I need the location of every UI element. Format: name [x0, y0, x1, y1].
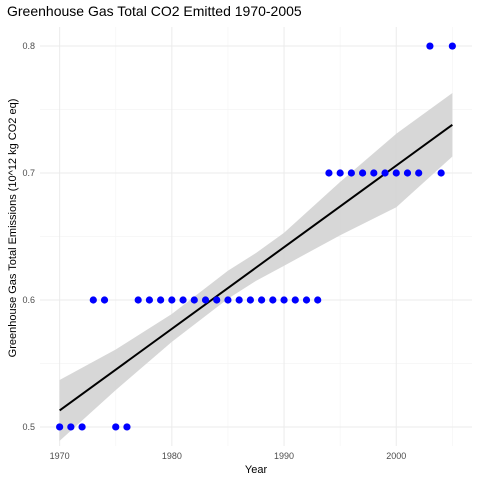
data-point: [448, 42, 456, 50]
regression-line: [59, 123, 453, 412]
data-point: [280, 296, 288, 304]
data-point: [67, 423, 75, 431]
data-point: [415, 169, 423, 177]
x-tick-label: 1980: [162, 451, 182, 461]
x-tick-label: 1970: [50, 451, 70, 461]
data-point: [89, 296, 97, 304]
data-point: [403, 169, 412, 177]
y-tick-label: 0.5: [22, 422, 35, 432]
y-tick-label: 0.8: [22, 41, 35, 51]
data-point: [358, 169, 367, 177]
data-points: [56, 42, 456, 431]
data-point: [258, 296, 266, 304]
x-axis-title: Year: [245, 464, 268, 476]
data-point: [56, 423, 64, 431]
data-point: [325, 169, 333, 177]
data-point: [291, 296, 299, 304]
data-point: [134, 296, 142, 304]
data-point: [145, 296, 154, 304]
data-point: [213, 296, 221, 304]
x-tick-label: 1990: [274, 451, 294, 461]
data-point: [302, 296, 311, 304]
data-point: [437, 169, 445, 177]
data-point: [157, 296, 165, 304]
data-point: [168, 296, 176, 304]
data-point: [392, 169, 400, 177]
data-point: [370, 169, 378, 177]
y-tick-label: 0.6: [22, 295, 35, 305]
data-point: [269, 296, 277, 304]
x-axis-ticks: 1970 1980 1990 2000: [50, 451, 407, 461]
x-tick-label: 2000: [386, 451, 406, 461]
data-point: [246, 296, 254, 304]
data-point: [381, 169, 389, 177]
data-point: [100, 296, 109, 304]
data-point: [235, 296, 243, 304]
data-point: [190, 296, 198, 304]
data-point: [347, 169, 355, 177]
data-point: [179, 296, 187, 304]
data-point: [336, 169, 344, 177]
chart-title: Greenhouse Gas Total CO2 Emitted 1970-20…: [7, 3, 302, 19]
y-axis-ticks: 0.5 0.6 0.7 0.8: [22, 41, 35, 432]
trend-line: [59, 123, 453, 412]
data-point: [314, 296, 322, 304]
data-point: [201, 296, 210, 304]
data-point: [112, 423, 120, 431]
data-point: [426, 42, 434, 50]
data-point: [78, 423, 86, 431]
data-point: [224, 296, 232, 304]
y-tick-label: 0.7: [22, 168, 35, 178]
data-point: [123, 423, 131, 431]
y-axis-title: Greenhouse Gas Total Emissions (10^12 kg…: [7, 99, 19, 358]
